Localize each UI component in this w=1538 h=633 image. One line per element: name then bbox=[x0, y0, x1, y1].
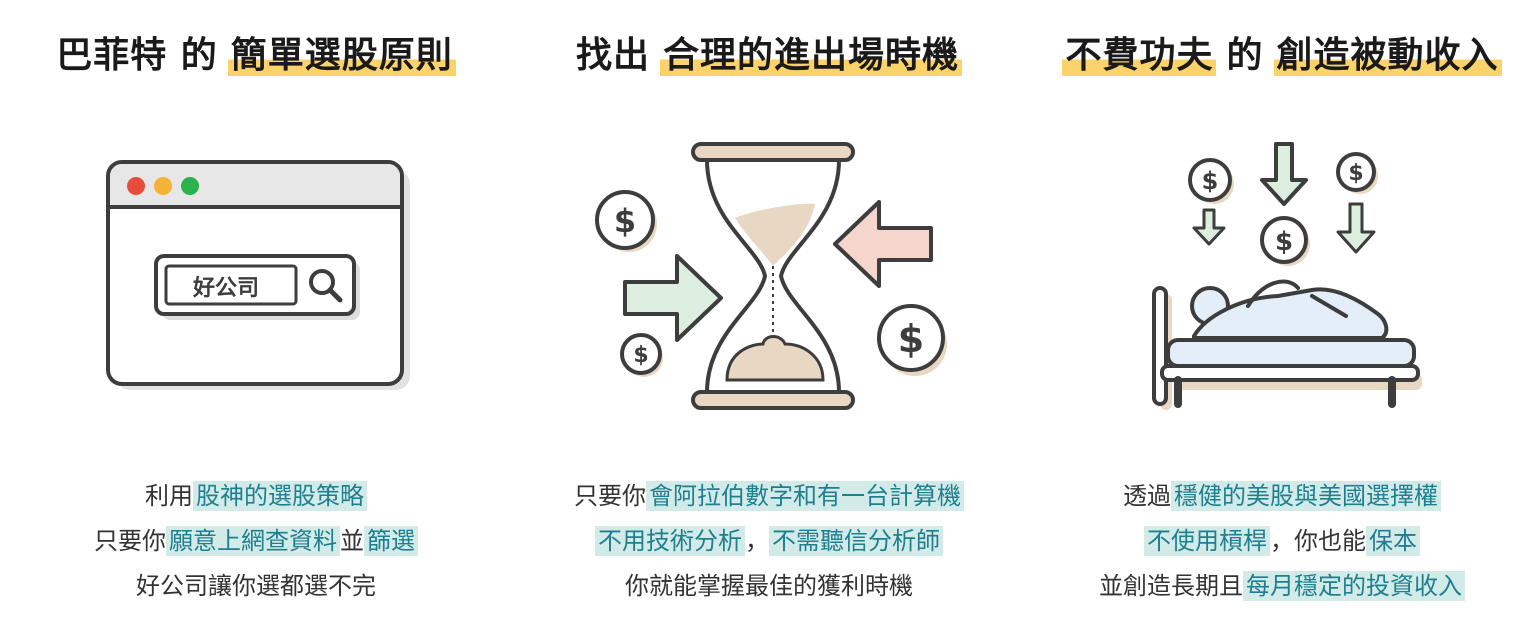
column-passive-income: 不費功夫的創造被動收入 $ $ $ bbox=[1026, 0, 1538, 633]
svg-text:$: $ bbox=[898, 317, 924, 361]
relaxing-bed-illustration: $ $ $ bbox=[1026, 130, 1538, 430]
hourglass-illustration: $ $ $ bbox=[513, 130, 1025, 430]
desc-1-line-3: 好公司讓你選都選不完 bbox=[136, 572, 376, 600]
dollar-coin-icon: $ bbox=[1336, 152, 1378, 194]
title-3-part-2: 的 bbox=[1226, 35, 1264, 76]
magnifier-icon bbox=[309, 269, 343, 303]
desc-2-line-3: 你就能掌握最佳的獲利時機 bbox=[625, 572, 913, 600]
dollar-coin-icon: $ bbox=[595, 190, 657, 252]
desc-3-line-3: 並創造長期且 每月穩定的投資收入 bbox=[1026, 564, 1538, 609]
arrow-down-icon bbox=[1192, 208, 1226, 246]
svg-text:$: $ bbox=[614, 202, 636, 240]
dollar-coin-icon: $ bbox=[877, 304, 947, 376]
desc-1-line-1: 利用 股神的選股策略 bbox=[0, 474, 512, 519]
svg-text:$: $ bbox=[1275, 227, 1293, 257]
title-1-part-1: 巴菲特 的 bbox=[56, 35, 218, 76]
svg-text:$: $ bbox=[633, 343, 648, 368]
desc-2-line-2: 不用技術分析，不需聽信分析師 bbox=[513, 519, 1025, 564]
dollar-coin-icon: $ bbox=[620, 333, 663, 377]
column-1-title: 巴菲特 的簡單選股原則 bbox=[0, 30, 512, 82]
traffic-light-red-icon bbox=[127, 177, 145, 195]
title-2-highlight: 合理的進出場時機 bbox=[660, 35, 963, 76]
svg-text:$: $ bbox=[1202, 167, 1219, 195]
column-stock-picking: 巴菲特 的簡單選股原則 好公司 bbox=[0, 0, 512, 633]
arrow-right-icon bbox=[623, 254, 723, 342]
column-2-description: 只要你 會阿拉伯數字和有一台計算機 不用技術分析，不需聽信分析師 你就能掌握最佳的… bbox=[513, 474, 1025, 609]
dollar-coin-icon: $ bbox=[1260, 216, 1310, 266]
column-2-title: 找出 合理的進出場時機 bbox=[513, 30, 1025, 82]
desc-3-line-2: 不使用槓桿 ，你也能 保本 bbox=[1026, 519, 1538, 564]
column-3-title: 不費功夫的創造被動收入 bbox=[1026, 30, 1538, 82]
person-relaxing-icon bbox=[1190, 279, 1389, 340]
search-field-text: 好公司 bbox=[192, 275, 259, 301]
desc-3-line-1: 透過 穩健的美股與美國選擇權 bbox=[1026, 474, 1538, 519]
desc-1-line-2: 只要你 願意上網查資料並篩選 bbox=[0, 519, 512, 564]
title-3-highlight-1: 不費功夫 bbox=[1062, 35, 1217, 76]
arrow-down-icon bbox=[1260, 142, 1308, 206]
browser-window-icon: 好公司 bbox=[106, 160, 410, 390]
column-1-description: 利用 股神的選股策略 只要你 願意上網查資料並篩選 好公司讓你選都選不完 bbox=[0, 474, 512, 609]
column-3-description: 透過 穩健的美股與美國選擇權 不使用槓桿 ，你也能 保本 並創造長期且 每月穩定的投資收… bbox=[1026, 474, 1538, 609]
browser-search-illustration: 好公司 bbox=[0, 130, 512, 430]
traffic-light-green-icon bbox=[181, 177, 199, 195]
desc-2-line-1: 只要你 會阿拉伯數字和有一台計算機 bbox=[513, 474, 1025, 519]
svg-text:$: $ bbox=[1348, 161, 1363, 186]
column-market-timing: 找出 合理的進出場時機 $ $ bbox=[513, 0, 1025, 633]
traffic-light-yellow-icon bbox=[154, 177, 172, 195]
arrow-left-icon bbox=[833, 200, 933, 288]
hourglass-icon bbox=[691, 142, 855, 410]
bed-icon bbox=[1152, 286, 1422, 410]
title-3-highlight-2: 創造被動收入 bbox=[1273, 35, 1502, 76]
arrow-down-icon bbox=[1336, 202, 1376, 254]
dollar-coin-icon: $ bbox=[1188, 158, 1234, 204]
title-2-part-1: 找出 bbox=[575, 35, 650, 76]
title-1-highlight: 簡單選股原則 bbox=[227, 35, 456, 76]
